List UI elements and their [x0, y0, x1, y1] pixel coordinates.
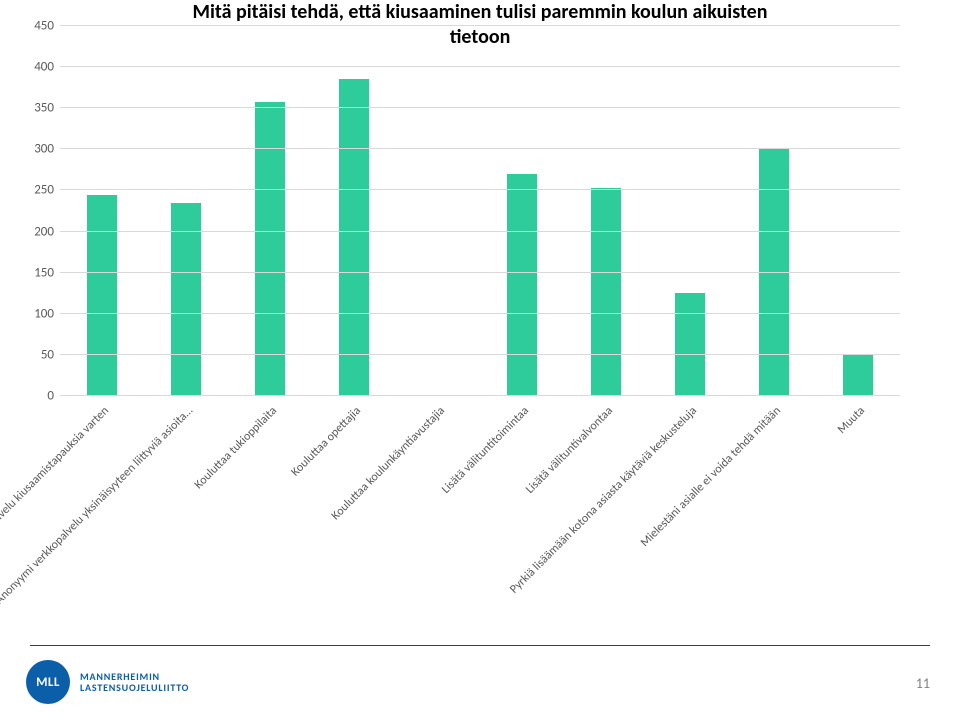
bar	[675, 293, 705, 396]
logo-badge: MLL	[26, 660, 70, 704]
y-tick: 100	[34, 306, 54, 321]
y-tick: 50	[41, 347, 54, 362]
chart-container: Mitä pitäisi tehdä, että kiusaaminen tul…	[60, 0, 900, 596]
grid-line	[60, 25, 900, 26]
grid-line	[60, 148, 900, 149]
bar	[87, 195, 117, 396]
y-axis: 050100150200250300350400450	[20, 26, 60, 396]
grid-line	[60, 107, 900, 108]
grid-line	[60, 272, 900, 273]
bar-slot	[396, 26, 480, 396]
bar	[843, 355, 873, 396]
y-tick: 150	[34, 265, 54, 280]
bar	[171, 203, 201, 396]
x-axis-labels: Anonyymi verkkopalvelu kiusaamistapauksi…	[60, 396, 900, 596]
bar	[339, 79, 369, 396]
x-label-slot: Mielestäni asialle ei voida tehdä mitään	[732, 396, 816, 596]
page-number: 11	[916, 675, 930, 692]
y-tick: 300	[34, 142, 54, 157]
bar-slot	[480, 26, 564, 396]
y-tick: 450	[34, 19, 54, 34]
grid-line	[60, 313, 900, 314]
grid-line	[60, 66, 900, 67]
grid-line	[60, 354, 900, 355]
y-tick: 350	[34, 101, 54, 116]
plot-area: 050100150200250300350400450	[60, 26, 900, 396]
bar-slot	[732, 26, 816, 396]
x-label-slot: Kouluttaa tukioppilaita	[228, 396, 312, 596]
bar	[255, 102, 285, 396]
bar-slot	[816, 26, 900, 396]
bar	[507, 174, 537, 396]
bar-slot	[312, 26, 396, 396]
x-label-slot: Kouluttaa koulunkäyntiavustajia	[396, 396, 480, 596]
x-label-slot: Anonyymi verkkopalvelu yksinäisyyteen li…	[144, 396, 228, 596]
x-label: Muuta	[835, 404, 868, 437]
y-tick: 250	[34, 183, 54, 198]
bar-slot	[648, 26, 732, 396]
plot-inner	[60, 26, 900, 396]
logo-line2: LASTENSUOJELULIITTO	[80, 681, 189, 694]
bar-slot	[228, 26, 312, 396]
footer-divider	[30, 645, 930, 646]
logo-text: MANNERHEIMIN LASTENSUOJELULIITTO	[80, 671, 189, 694]
bar-slot	[144, 26, 228, 396]
y-tick: 200	[34, 224, 54, 239]
bars-group	[60, 26, 900, 396]
y-tick: 400	[34, 60, 54, 75]
chart-title-line1: Mitä pitäisi tehdä, että kiusaaminen tul…	[193, 0, 768, 24]
y-tick: 0	[47, 389, 54, 404]
x-label-slot: Muuta	[816, 396, 900, 596]
grid-line	[60, 231, 900, 232]
bar	[591, 188, 621, 396]
bar-slot	[60, 26, 144, 396]
bar-slot	[564, 26, 648, 396]
footer-logo: MLL MANNERHEIMIN LASTENSUOJELULIITTO	[26, 660, 189, 704]
x-label-slot: Lisätä välituntitoimintaa	[480, 396, 564, 596]
grid-line	[60, 189, 900, 190]
logo-abbr: MLL	[36, 675, 60, 690]
